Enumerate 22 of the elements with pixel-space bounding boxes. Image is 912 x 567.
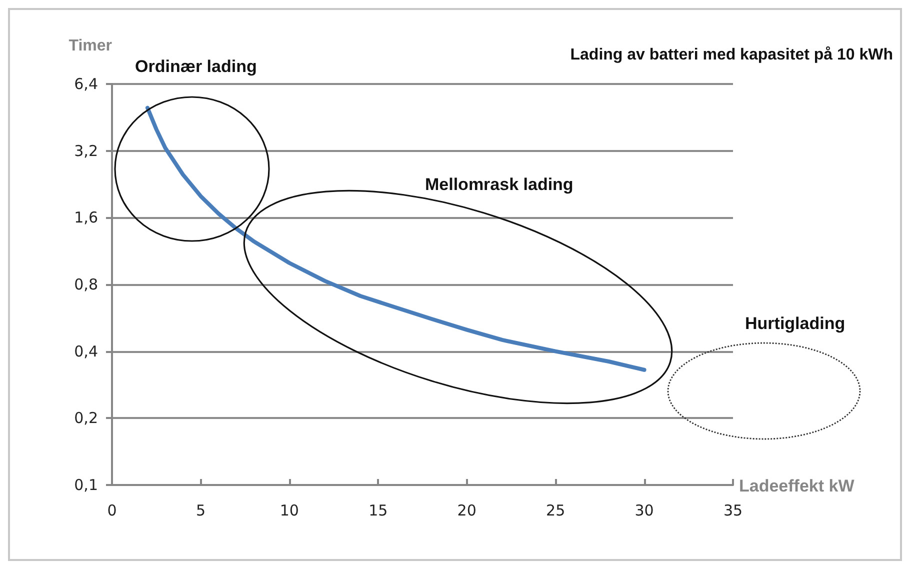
x-tick-label: 5: [196, 502, 206, 520]
text: Ordinær lading: [135, 57, 257, 76]
y-tick-label: 3,2: [74, 142, 98, 160]
y-tick-label: 6,4: [74, 75, 98, 93]
y-tick-label: 0,8: [74, 276, 98, 294]
y-tick-label: 0,4: [74, 342, 98, 360]
x-axis-title: Ladeeffekt kW: [739, 476, 856, 496]
y-tick-label: 0,1: [74, 476, 98, 494]
line-series: [145, 106, 646, 372]
x-tick-label: 35: [723, 502, 743, 520]
x-tick-label: 30: [634, 502, 654, 520]
y-tick-label: 0,2: [74, 409, 98, 428]
y-axis-title: Timer: [68, 38, 112, 54]
text: Hurtiglading: [745, 314, 846, 333]
x-tick-label: 25: [546, 502, 566, 520]
chart-title: Lading av batteri med kapasitet på 10 kWh: [570, 46, 894, 64]
annotation: Mellomrask lading: [425, 175, 574, 194]
y-tick-label: 1,6: [74, 208, 98, 227]
x-tick-label: 15: [368, 502, 388, 520]
x-tick-label: 20: [457, 502, 476, 520]
x-tick-label: 0: [107, 502, 117, 520]
x-tick-label: 10: [280, 502, 299, 520]
